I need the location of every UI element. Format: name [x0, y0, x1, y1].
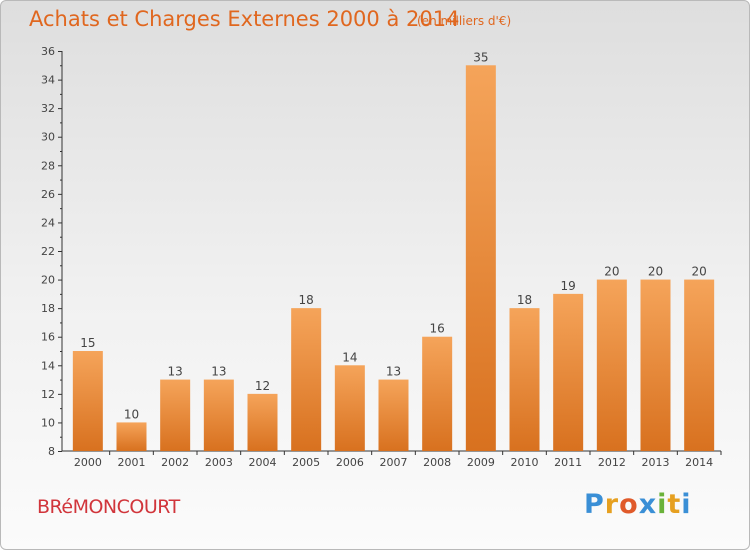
data-label-2010: 18 [517, 293, 532, 307]
bar-2000 [72, 351, 103, 451]
y-tick-label: 28 [41, 159, 55, 172]
bar-2007 [378, 379, 409, 451]
data-label-2014: 20 [692, 265, 707, 279]
data-label-2009: 35 [473, 50, 488, 64]
x-tick-label: 2009 [467, 456, 495, 469]
bar-2001 [116, 422, 147, 451]
logo-letter: r [604, 489, 620, 520]
bar-2012 [596, 279, 627, 451]
city-name: BRéMONCOURT [37, 496, 180, 518]
y-tick-label: 34 [41, 74, 55, 87]
data-label-2008: 16 [430, 322, 445, 336]
x-tick-label: 2005 [292, 456, 320, 469]
bar-2009 [465, 65, 496, 452]
data-label-2004: 12 [255, 379, 270, 393]
x-tick-label: 2002 [161, 456, 189, 469]
bar-2008 [422, 336, 453, 451]
x-tick-label: 2001 [118, 456, 146, 469]
y-tick-label: 22 [41, 245, 55, 258]
data-label-2001: 10 [124, 407, 139, 421]
y-tick-label: 24 [41, 216, 55, 229]
logo-letter: x [638, 489, 658, 520]
data-label-2005: 18 [299, 293, 314, 307]
y-tick-label: 16 [41, 331, 55, 344]
logo-letter: i [681, 489, 692, 520]
x-tick-label: 2011 [554, 456, 582, 469]
y-tick-label: 10 [41, 416, 55, 429]
y-tick-label: 36 [41, 45, 55, 58]
x-tick-label: 2004 [249, 456, 277, 469]
data-label-2003: 13 [211, 365, 226, 379]
x-tick-label: 2000 [74, 456, 102, 469]
bar-2005 [291, 308, 322, 451]
y-tick-label: 30 [41, 131, 55, 144]
logo-letter: i [657, 489, 668, 520]
bar-2003 [203, 379, 234, 451]
bar-2006 [334, 365, 365, 451]
bar-2004 [247, 393, 278, 451]
y-tick-label: 14 [41, 359, 55, 372]
data-label-2000: 15 [80, 336, 95, 350]
bar-2011 [553, 293, 584, 451]
y-tick-label: 26 [41, 188, 55, 201]
data-label-2013: 20 [648, 265, 663, 279]
y-tick-label: 18 [41, 302, 55, 315]
y-tick-label: 32 [41, 102, 55, 115]
x-tick-label: 2007 [380, 456, 408, 469]
bar-2013 [640, 279, 671, 451]
x-tick-label: 2008 [423, 456, 451, 469]
x-tick-label: 2014 [685, 456, 713, 469]
chart-unit: (en milliers d'€) [417, 14, 512, 28]
logo-letter: o [619, 489, 639, 520]
bar-2014 [684, 279, 715, 451]
bar-2002 [160, 379, 191, 451]
x-tick-label: 2013 [642, 456, 670, 469]
data-label-2011: 19 [561, 279, 576, 293]
x-tick-label: 2003 [205, 456, 233, 469]
bar-2010 [509, 308, 540, 451]
y-tick-label: 12 [41, 388, 55, 401]
chart-title: Achats et Charges Externes 2000 à 2014 [29, 7, 460, 31]
y-tick-label: 20 [41, 274, 55, 287]
proxiti-logo: Proxiti [584, 489, 692, 520]
data-label-2007: 13 [386, 365, 401, 379]
data-label-2002: 13 [168, 365, 183, 379]
x-tick-label: 2006 [336, 456, 364, 469]
y-tick-label: 8 [48, 445, 55, 458]
data-label-2012: 20 [604, 265, 619, 279]
x-tick-label: 2010 [511, 456, 539, 469]
data-label-2006: 14 [342, 350, 357, 364]
x-tick-label: 2012 [598, 456, 626, 469]
logo-letter: t [667, 489, 682, 520]
logo-letter: P [584, 489, 605, 520]
